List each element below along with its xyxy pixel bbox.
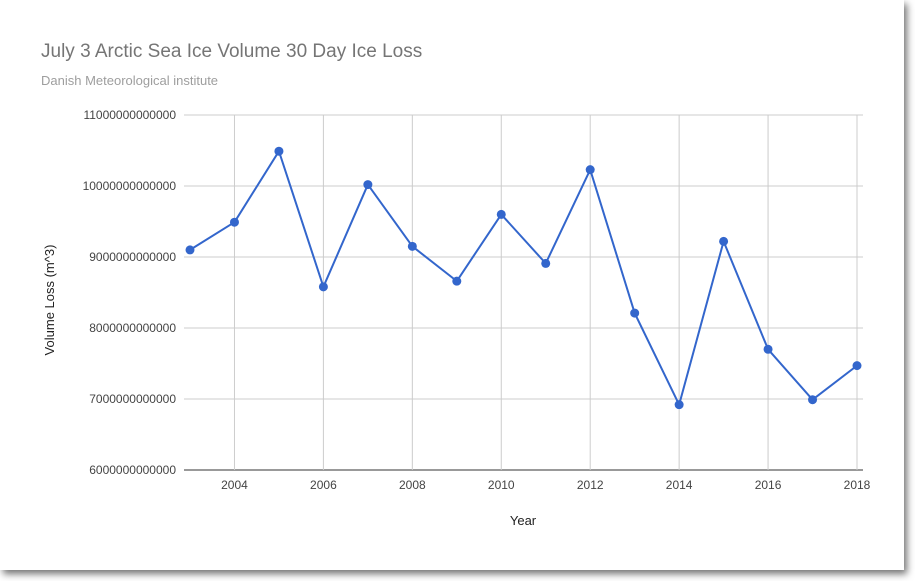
data-point[interactable] [318, 282, 328, 292]
x-tick-label: 2014 [666, 478, 693, 492]
data-point[interactable] [541, 258, 551, 268]
data-point[interactable] [363, 180, 373, 190]
x-tick-label: 2008 [399, 478, 426, 492]
data-point[interactable] [719, 236, 729, 246]
series-line [189, 150, 858, 406]
x-axis-ticks: 2004 2006 2008 2010 2012 2014 2016 2018 [221, 478, 871, 492]
data-point[interactable] [274, 146, 284, 156]
series-group [185, 146, 862, 410]
x-axis-title: Year [510, 513, 537, 528]
x-tick-label: 2004 [221, 478, 248, 492]
x-tick-label: 2012 [577, 478, 604, 492]
data-point[interactable] [852, 361, 862, 371]
y-tick-label: 6000000000000 [89, 463, 176, 477]
data-point[interactable] [630, 308, 640, 318]
y-axis-ticks: 6000000000000 7000000000000 8000000000000 9… [83, 108, 177, 477]
data-point[interactable] [407, 241, 417, 251]
data-point[interactable] [229, 217, 239, 227]
x-tick-label: 2006 [310, 478, 337, 492]
data-point[interactable] [452, 276, 462, 286]
grid-lines [184, 114, 863, 471]
y-tick-label: 11000000000000 [83, 108, 176, 122]
chart-card: July 3 Arctic Sea Ice Volume 30 Day Ice … [41, 41, 871, 528]
y-tick-label: 10000000000000 [83, 179, 177, 193]
data-point[interactable] [808, 395, 818, 405]
y-tick-label: 8000000000000 [89, 321, 176, 335]
data-point[interactable] [674, 400, 684, 410]
data-point[interactable] [763, 344, 773, 354]
x-tick-label: 2018 [844, 478, 871, 492]
y-tick-label: 7000000000000 [89, 392, 176, 406]
chart-title: July 3 Arctic Sea Ice Volume 30 Day Ice … [41, 41, 423, 62]
x-tick-label: 2010 [488, 478, 515, 492]
data-point[interactable] [496, 209, 506, 219]
chart-subtitle: Danish Meteorological institute [41, 73, 219, 88]
data-point[interactable] [585, 165, 595, 175]
data-point[interactable] [185, 245, 195, 255]
y-tick-label: 9000000000000 [89, 250, 176, 264]
x-tick-label: 2016 [755, 478, 782, 492]
line-chart: 6000000000000 7000000000000 8000000000000 9… [42, 108, 871, 528]
y-axis-title: Volume Loss (m^3) [42, 245, 57, 356]
